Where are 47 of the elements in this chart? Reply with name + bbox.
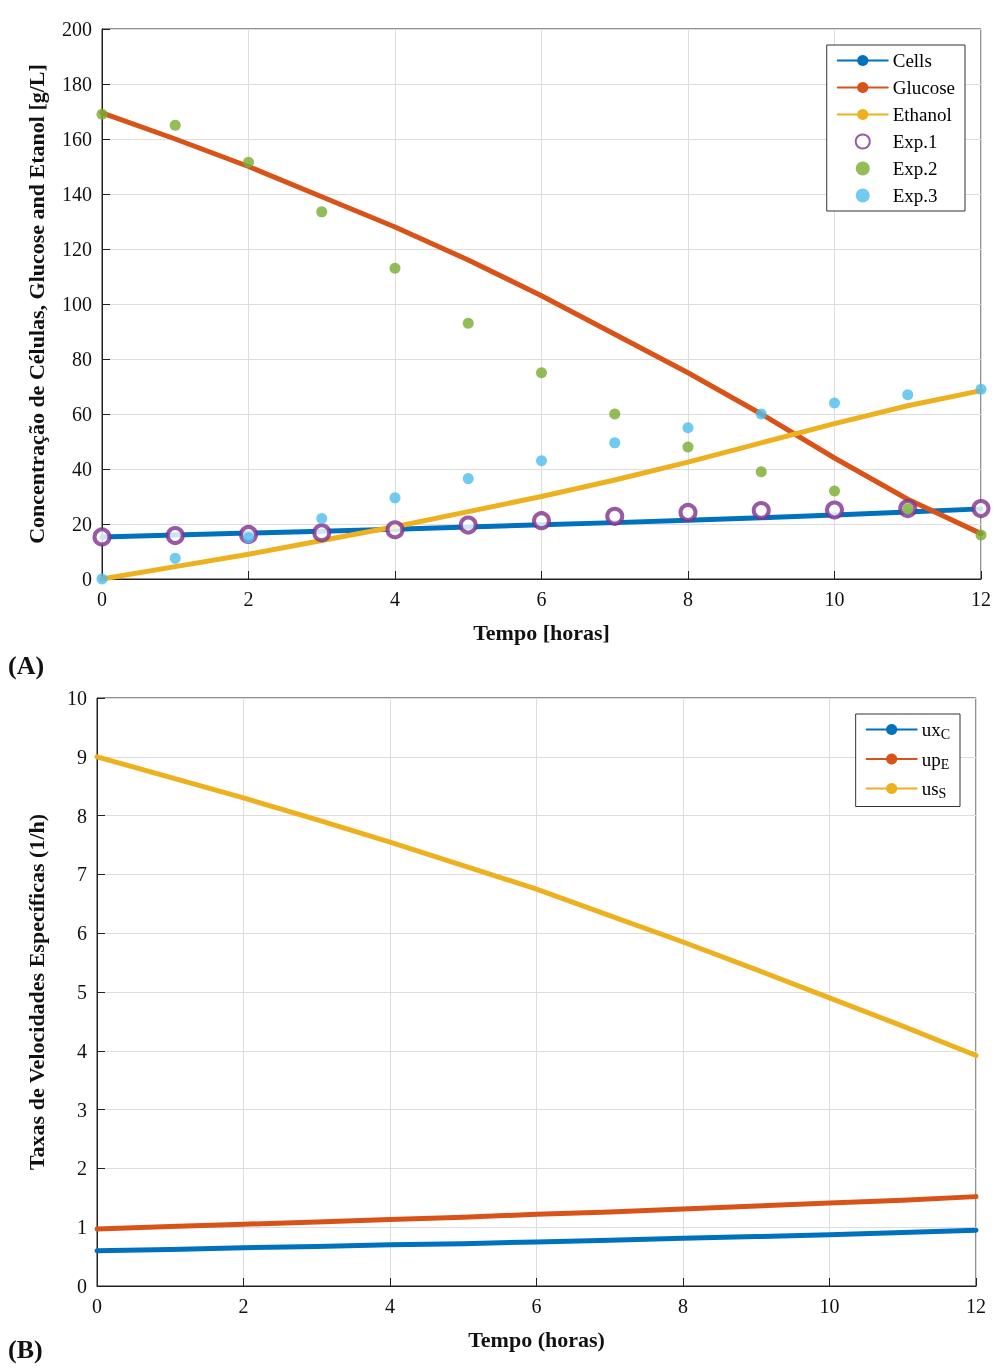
y-tick-label: 6 xyxy=(77,922,87,945)
x-tick-label: 0 xyxy=(97,588,107,610)
x-tick-label: 10 xyxy=(824,588,845,610)
y-tick-label: 140 xyxy=(62,183,92,205)
y-tick-label: 3 xyxy=(77,1098,87,1121)
x-axis-title: Tempo (horas) xyxy=(468,1326,605,1352)
x-tick-label: 6 xyxy=(531,1295,542,1317)
y-tick-label: 80 xyxy=(72,348,92,370)
y-axis-title: Concentração de Células, Glucose and Etanol [g/L] xyxy=(23,64,49,544)
y-tick-label: 5 xyxy=(77,981,87,1003)
y-tick-label: 4 xyxy=(77,1039,87,1062)
y-tick-label: 10 xyxy=(67,687,87,709)
x-tick-label: 10 xyxy=(819,1295,840,1317)
y-tick-label: 20 xyxy=(72,513,92,535)
legend-label: Exp.3 xyxy=(892,185,938,206)
x-tick-label: 2 xyxy=(238,1295,249,1317)
x-axis-title: Tempo [horas] xyxy=(473,619,610,645)
x-tick-label: 4 xyxy=(390,588,400,610)
y-tick-label: 120 xyxy=(62,238,92,260)
y-tick-label: 1 xyxy=(77,1216,87,1239)
y-tick-label: 2 xyxy=(77,1157,87,1180)
y-tick-label: 7 xyxy=(77,863,87,886)
text: (B) xyxy=(8,1334,43,1364)
y-tick-label: 8 xyxy=(77,804,87,827)
x-tick-label: 8 xyxy=(683,588,693,610)
y-tick-label: 60 xyxy=(72,403,92,425)
y-tick-label: 9 xyxy=(77,745,87,768)
y-tick-label: 160 xyxy=(62,128,92,150)
y-axis-title: Taxas de Velocidades Específicas (1/h) xyxy=(23,813,49,1171)
y-tick-label: 40 xyxy=(72,458,92,480)
y-tick-label: 180 xyxy=(62,73,92,95)
x-tick-label: 6 xyxy=(536,588,547,610)
y-tick-label: 0 xyxy=(77,1275,87,1297)
y-tick-label: 0 xyxy=(82,568,92,590)
legend-label: Glucose xyxy=(892,77,956,98)
x-tick-label: 4 xyxy=(385,1295,395,1317)
x-tick-label: 2 xyxy=(243,588,254,610)
legend-label: Ethanol xyxy=(892,104,952,125)
y-tick-label: 200 xyxy=(62,18,92,40)
y-tick-label: 100 xyxy=(62,293,92,315)
x-tick-label: 12 xyxy=(966,1295,986,1317)
legend-label: Cells xyxy=(892,50,932,71)
legend-label: Exp.2 xyxy=(892,158,938,179)
legend-label: Exp.1 xyxy=(892,131,938,152)
text: (A) xyxy=(8,650,45,680)
x-tick-label: 8 xyxy=(678,1295,688,1317)
x-tick-label: 12 xyxy=(971,588,991,610)
